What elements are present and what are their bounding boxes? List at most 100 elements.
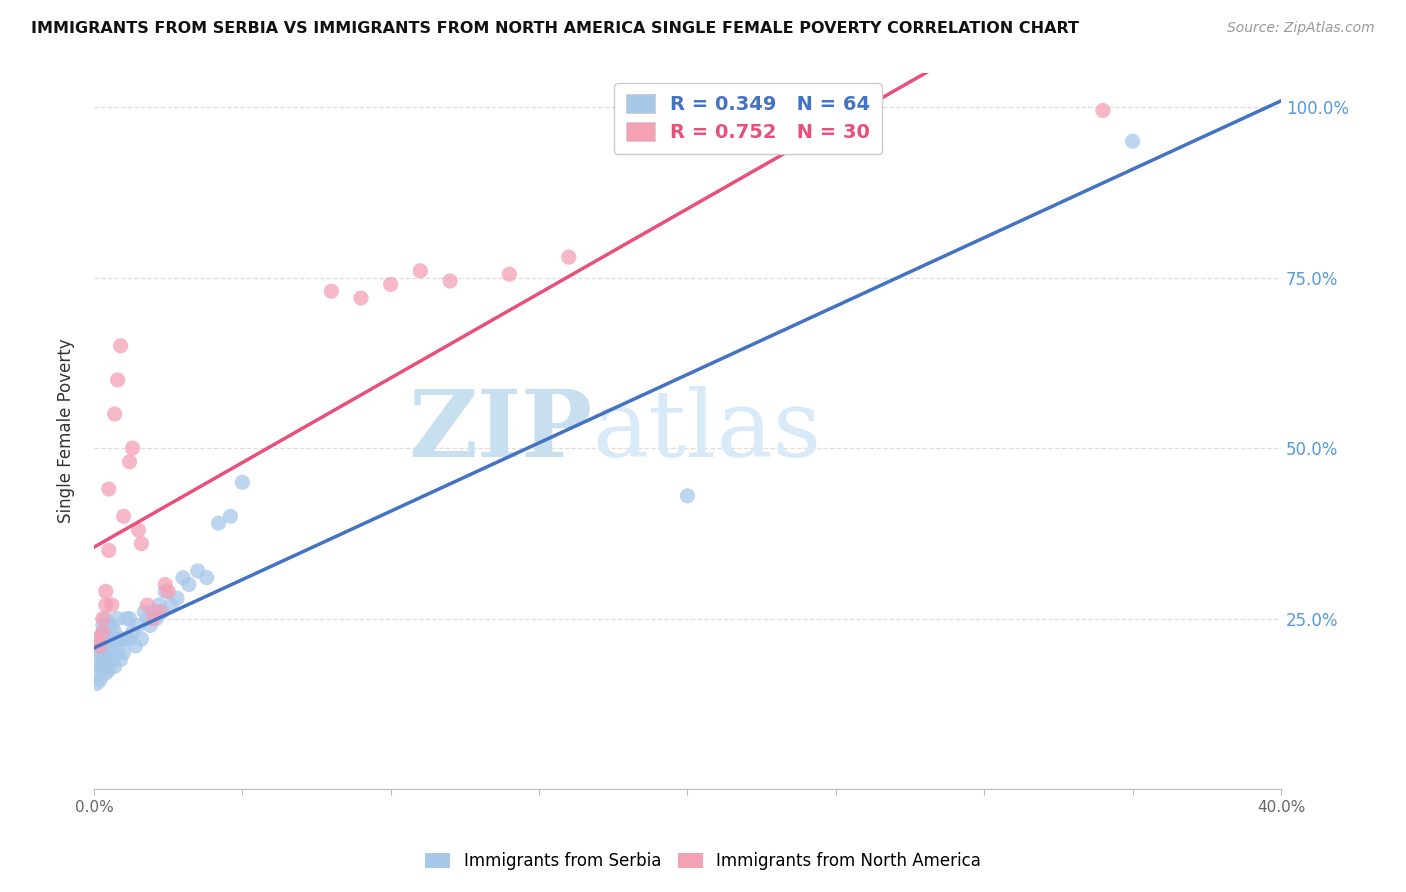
Point (110, 632, 132, 646)
Point (97, 663, 120, 677)
Point (121, 625, 143, 640)
Point (100, 598, 122, 612)
Point (380, 277, 402, 292)
Point (145, 612, 167, 626)
Point (118, 455, 141, 469)
Point (107, 646, 129, 660)
Point (676, 489, 699, 503)
Point (142, 612, 165, 626)
Point (139, 618, 162, 632)
Point (153, 584, 176, 599)
Point (110, 652, 132, 666)
Point (104, 625, 127, 640)
Point (97, 639, 120, 653)
Point (97, 618, 120, 632)
Point (89, 632, 111, 646)
Point (498, 267, 520, 281)
Point (100, 632, 122, 646)
Point (107, 632, 129, 646)
Point (177, 577, 200, 591)
Point (91, 646, 114, 660)
Point (91, 639, 114, 653)
Point (110, 339, 132, 353)
Point (231, 475, 253, 490)
Point (187, 564, 209, 578)
Legend: R = 0.349   N = 64, R = 0.752   N = 30: R = 0.349 N = 64, R = 0.752 N = 30 (614, 83, 882, 153)
Point (153, 577, 176, 591)
Point (89, 639, 111, 653)
Point (104, 659, 127, 673)
Point (89, 639, 111, 653)
Point (321, 285, 343, 299)
Point (94, 612, 117, 626)
Point (89, 673, 111, 687)
Point (207, 516, 229, 530)
Point (136, 612, 159, 626)
Point (134, 605, 156, 619)
Text: Source: ZipAtlas.com: Source: ZipAtlas.com (1227, 21, 1375, 36)
Point (86, 632, 108, 646)
Point (86, 666, 108, 681)
Point (86, 676, 108, 690)
Point (131, 536, 153, 550)
Point (118, 632, 141, 646)
Point (127, 618, 149, 632)
Point (97, 632, 120, 646)
Point (91, 612, 114, 626)
Point (97, 652, 120, 666)
Point (157, 584, 180, 599)
Point (439, 274, 461, 288)
Point (118, 612, 141, 626)
Point (91, 625, 114, 640)
Point (195, 571, 218, 585)
Point (124, 639, 146, 653)
Point (100, 618, 122, 632)
Point (86, 652, 108, 666)
Point (94, 584, 117, 599)
Point (112, 509, 135, 524)
Point (160, 598, 183, 612)
Point (142, 605, 165, 619)
Text: IMMIGRANTS FROM SERBIA VS IMMIGRANTS FROM NORTH AMERICA SINGLE FEMALE POVERTY CO: IMMIGRANTS FROM SERBIA VS IMMIGRANTS FRO… (31, 21, 1078, 37)
Point (112, 632, 135, 646)
Point (89, 659, 111, 673)
Y-axis label: Single Female Poverty: Single Female Poverty (58, 339, 75, 524)
Point (94, 652, 117, 666)
Point (409, 264, 432, 278)
Point (91, 618, 114, 632)
Point (94, 632, 117, 646)
Point (94, 598, 117, 612)
Point (91, 625, 114, 640)
Point (112, 646, 135, 660)
Point (150, 605, 173, 619)
Legend: Immigrants from Serbia, Immigrants from North America: Immigrants from Serbia, Immigrants from … (419, 846, 987, 877)
Point (91, 663, 114, 677)
Point (166, 591, 188, 606)
Point (115, 612, 138, 626)
Point (350, 291, 373, 305)
Point (136, 598, 159, 612)
Point (94, 666, 117, 681)
Point (91, 652, 114, 666)
Point (1091, 103, 1114, 118)
Point (107, 612, 129, 626)
Point (127, 523, 149, 537)
Point (104, 646, 127, 660)
Point (89, 646, 111, 660)
Text: ZIP: ZIP (408, 386, 592, 476)
Point (94, 639, 117, 653)
Point (104, 407, 127, 421)
Point (172, 571, 194, 585)
Point (115, 632, 138, 646)
Point (219, 509, 242, 524)
Point (121, 441, 143, 455)
Point (97, 482, 120, 496)
Text: atlas: atlas (592, 386, 821, 476)
Point (148, 598, 170, 612)
Point (131, 632, 153, 646)
Point (107, 373, 129, 387)
Point (100, 652, 122, 666)
Point (558, 250, 581, 264)
Point (97, 543, 120, 558)
Point (148, 605, 170, 619)
